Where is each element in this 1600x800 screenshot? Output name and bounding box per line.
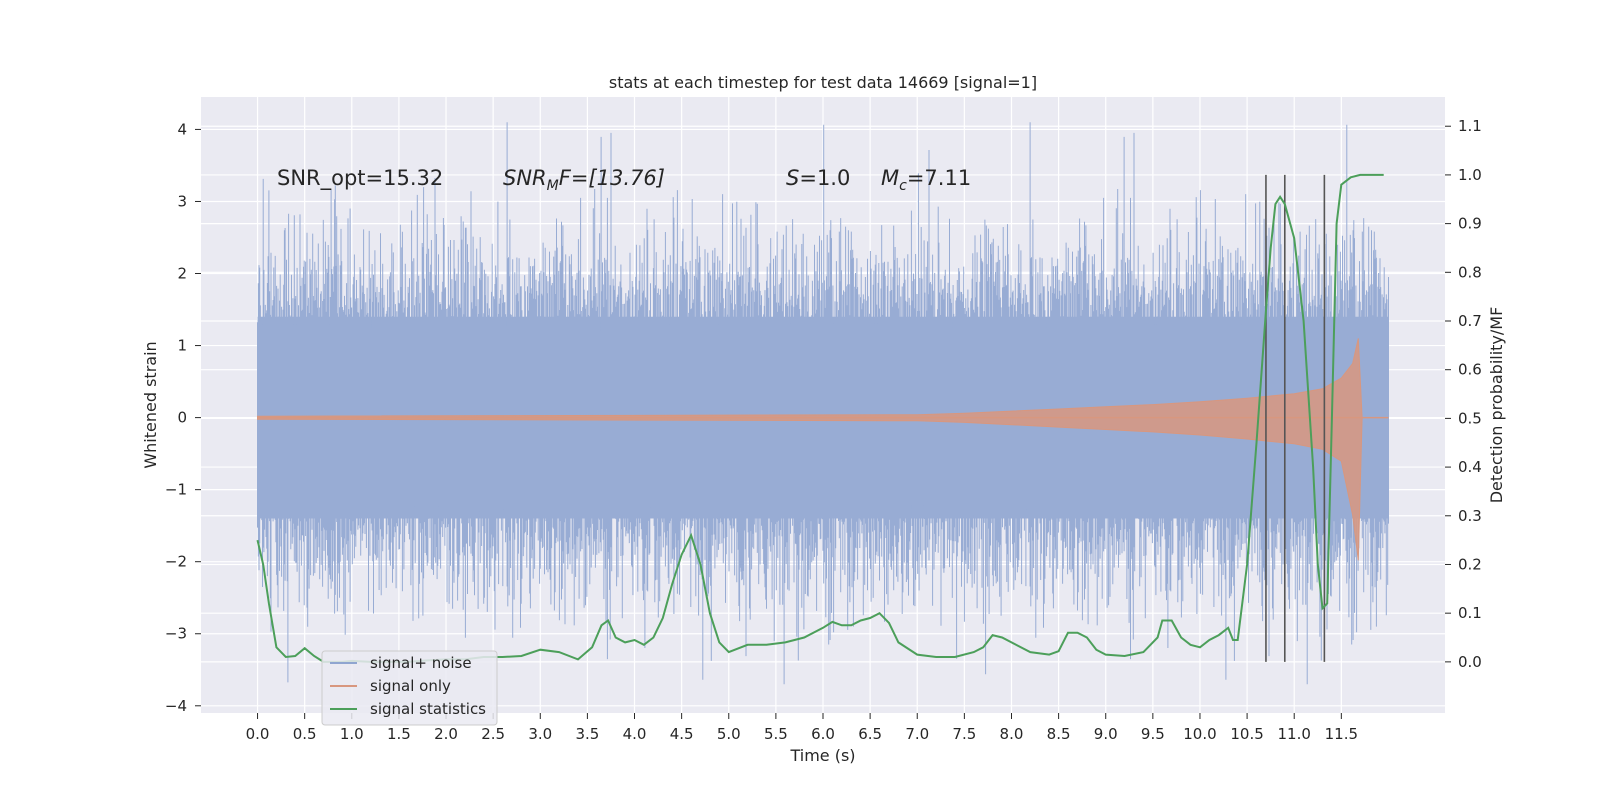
annotation-mc-value: =7.11 <box>907 166 971 190</box>
x-tick-label: 4.0 <box>623 725 647 743</box>
x-tick-label: 1.0 <box>340 725 364 743</box>
y-tick-label: −4 <box>165 697 187 715</box>
y-tick-label: −3 <box>165 625 187 643</box>
annotation-snr-mf-symbol: SNR <box>503 166 547 190</box>
annotation-s-value: =1.0 <box>799 166 850 190</box>
y2-tick-label: 0.7 <box>1458 312 1482 330</box>
x-tick-label: 9.0 <box>1094 725 1118 743</box>
legend-label-noise: signal+ noise <box>370 654 472 672</box>
y-tick-label: −2 <box>165 553 187 571</box>
legend-label-signal: signal only <box>370 677 451 695</box>
x-tick-label: 9.5 <box>1141 725 1165 743</box>
y2-tick-label: 0.8 <box>1458 263 1482 281</box>
y2-tick-label: 0.4 <box>1458 458 1482 476</box>
y-tick-label: 3 <box>177 192 187 210</box>
annotation-snr-mf-subscript: M <box>547 178 559 194</box>
annotation-mc: Mc=7.11 <box>881 166 971 194</box>
x-tick-label: 10.0 <box>1183 725 1216 743</box>
y-tick-label: 1 <box>177 337 187 355</box>
legend-label-stats: signal statistics <box>370 700 486 718</box>
x-tick-label: 7.5 <box>952 725 976 743</box>
x-tick-label: 0.0 <box>246 725 270 743</box>
annotation-mc-symbol: M <box>881 166 899 190</box>
y-tick-label: 2 <box>177 265 187 283</box>
annotation-snr-mf: SNRMF=[13.76] <box>503 166 665 194</box>
x-tick-label: 0.5 <box>293 725 317 743</box>
annotation-s: S=1.0 <box>786 166 850 190</box>
x-tick-label: 3.0 <box>528 725 552 743</box>
y2-tick-label: 0.1 <box>1458 604 1482 622</box>
x-tick-label: 6.5 <box>858 725 882 743</box>
x-tick-label: 7.0 <box>905 725 929 743</box>
y2-tick-label: 0.3 <box>1458 507 1482 525</box>
x-tick-label: 6.0 <box>811 725 835 743</box>
x-tick-label: 11.5 <box>1325 725 1358 743</box>
y2-tick-label: 0.6 <box>1458 361 1482 379</box>
x-tick-label: 4.5 <box>670 725 694 743</box>
chart-title: stats at each timestep for test data 146… <box>609 73 1037 92</box>
x-tick-label: 5.5 <box>764 725 788 743</box>
y-axis-label: Whitened strain <box>141 341 160 468</box>
right-axis: 1.1 1.0 0.9 0.8 0.7 0.6 0.5 0.4 0.3 0.2 0.1 0.0 <box>1445 117 1482 671</box>
x-tick-label: 11.0 <box>1278 725 1311 743</box>
y-tick-label: 0 <box>177 409 187 427</box>
legend: signal+ noise signal only signal statist… <box>321 650 498 726</box>
annotation-s-symbol: S <box>786 166 799 190</box>
y2-tick-label: 0.9 <box>1458 215 1482 233</box>
y-tick-label: 4 <box>177 120 187 138</box>
annotation-snr-opt: SNR_opt=15.32 <box>277 166 443 191</box>
x-tick-label: 8.0 <box>1000 725 1024 743</box>
left-axis: 4 3 2 1 0 −1 −2 −3 −4 <box>165 120 201 715</box>
x-tick-label: 5.0 <box>717 725 741 743</box>
x-tick-label: 2.0 <box>434 725 458 743</box>
y2-tick-label: 0.2 <box>1458 555 1482 573</box>
signal-only-series <box>257 338 1389 561</box>
event-markers <box>1265 174 1326 662</box>
legend-box <box>321 650 498 726</box>
y2-tick-label: 0.0 <box>1458 653 1482 671</box>
annotation-snr-mf-value: F=[13.76] <box>559 166 665 190</box>
x-tick-label: 3.5 <box>575 725 599 743</box>
x-axis-label: Time (s) <box>789 746 855 765</box>
x-tick-label: 8.5 <box>1047 725 1071 743</box>
x-tick-label: 1.5 <box>387 725 411 743</box>
x-tick-label: 2.5 <box>481 725 505 743</box>
y2-tick-label: 1.1 <box>1458 117 1482 135</box>
x-axis: 0.0 0.5 1.0 1.5 2.0 2.5 3.0 3.5 4.0 4.5 5.0 5.5 6.0 6… <box>246 713 1358 743</box>
x-tick-label: 10.5 <box>1230 725 1263 743</box>
y2-tick-label: 1.0 <box>1458 166 1482 184</box>
y2-tick-label: 0.5 <box>1458 409 1482 427</box>
annotation-mc-subscript: c <box>899 178 907 194</box>
y2-axis-label: Detection probability/MF <box>1487 307 1506 504</box>
y-tick-label: −1 <box>165 481 187 499</box>
